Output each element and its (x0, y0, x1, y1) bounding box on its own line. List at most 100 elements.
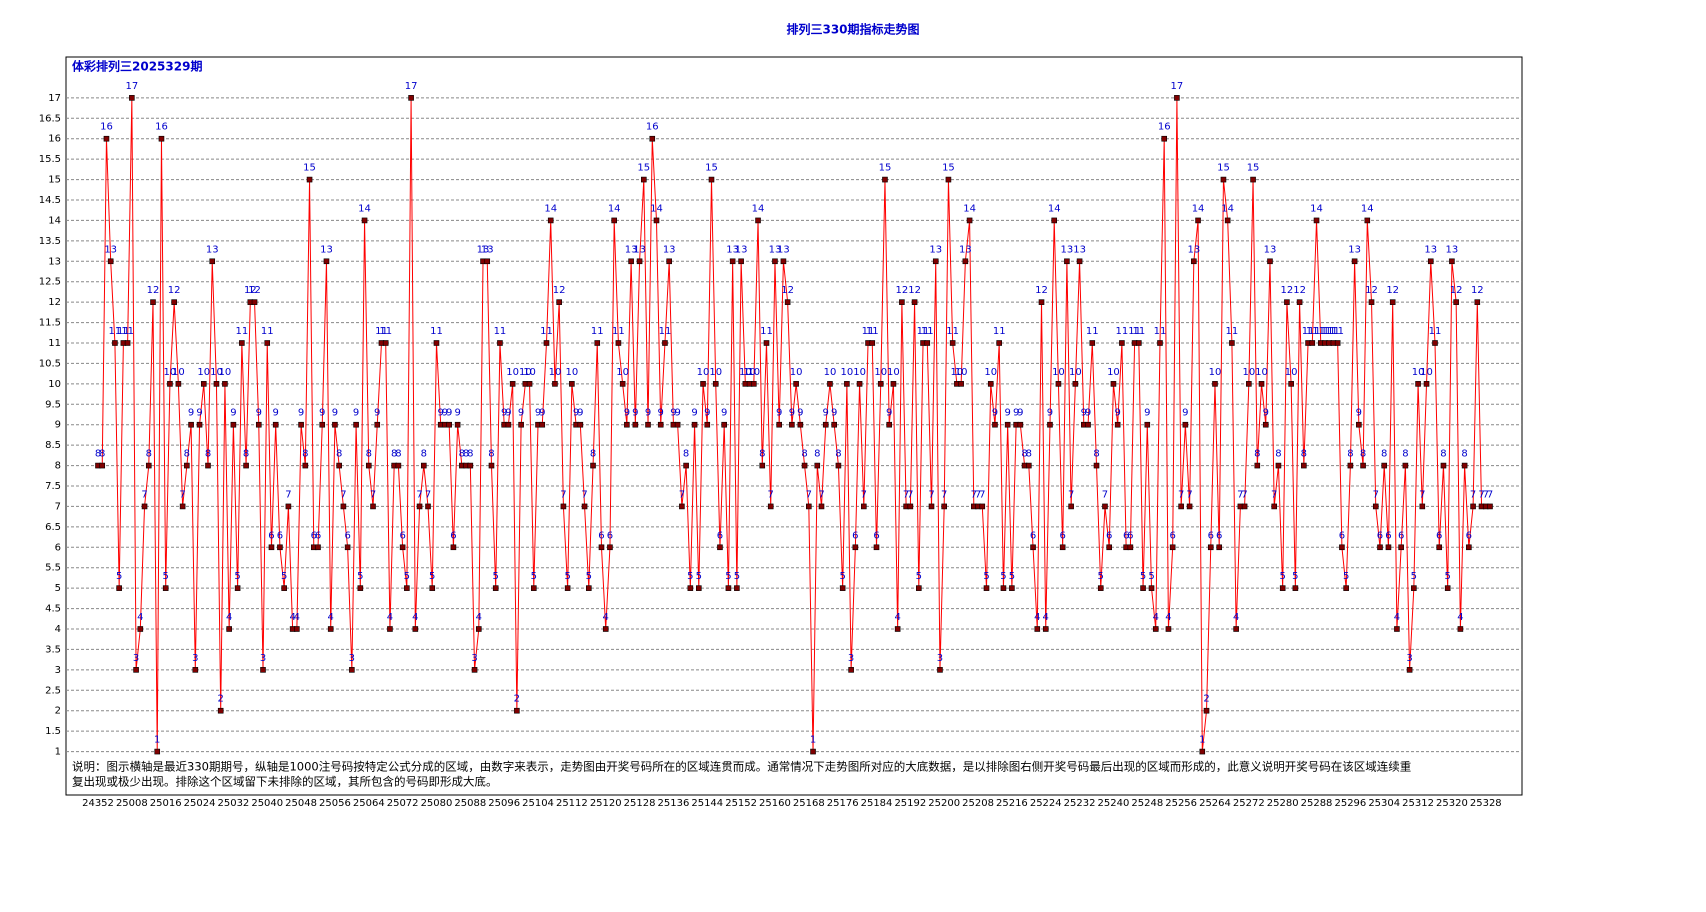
value-label: 10 (549, 367, 562, 378)
value-label: 12 (908, 285, 921, 296)
point-marker (150, 299, 156, 305)
value-label: 12 (1281, 285, 1294, 296)
y-tick-label: 2 (55, 706, 61, 717)
value-label: 8 (759, 449, 765, 460)
y-tick-label: 3 (55, 665, 61, 676)
value-label: 5 (1445, 571, 1451, 582)
value-label: 8 (1461, 449, 1467, 460)
value-label: 16 (1158, 122, 1171, 133)
point-marker (450, 544, 457, 551)
point-marker (666, 258, 672, 265)
x-tick-label: 25088 (454, 798, 486, 809)
x-tick-label: 25320 (1436, 798, 1468, 809)
value-label: 13 (1264, 244, 1277, 255)
point-marker (928, 503, 935, 510)
point-marker (179, 503, 186, 510)
point-marker (649, 135, 656, 142)
value-label: 9 (624, 408, 630, 419)
point-marker (1068, 503, 1074, 510)
point-marker (679, 503, 685, 510)
point-marker (797, 421, 804, 428)
point-marker (1432, 340, 1438, 346)
point-marker (628, 258, 634, 265)
point-marker (1017, 421, 1024, 428)
value-label: 6 (1123, 530, 1129, 541)
point-marker (662, 340, 668, 346)
value-label: 5 (1292, 571, 1298, 582)
point-marker (700, 381, 706, 387)
point-marker (497, 340, 503, 346)
value-label: 11 (993, 326, 1006, 337)
value-label: 8 (146, 449, 152, 460)
value-label: 4 (1394, 612, 1400, 623)
point-marker (1368, 299, 1375, 305)
value-label: 11 (109, 326, 122, 337)
x-tick-label: 25168 (793, 798, 825, 809)
value-label: 11 (921, 326, 934, 337)
value-label: 10 (874, 367, 887, 378)
value-label: 9 (823, 408, 829, 419)
value-label: 7 (179, 489, 185, 500)
value-label: 10 (1255, 367, 1268, 378)
value-label: 9 (505, 408, 511, 419)
point-marker (1423, 381, 1430, 387)
value-label: 8 (488, 449, 494, 460)
point-marker (162, 585, 169, 591)
point-marker (382, 340, 389, 346)
point-marker (530, 585, 537, 591)
value-label: 10 (841, 367, 854, 378)
value-label: 5 (586, 571, 592, 582)
value-label: 9 (518, 408, 524, 419)
value-label: 5 (493, 571, 499, 582)
value-label: 17 (1171, 81, 1184, 92)
value-label: 11 (1323, 326, 1336, 337)
y-tick-label: 7.5 (45, 481, 61, 492)
point-marker (1250, 176, 1256, 183)
point-marker (801, 462, 808, 469)
value-label: 10 (955, 367, 968, 378)
value-label: 14 (608, 203, 621, 214)
point-marker (1085, 421, 1091, 428)
point-marker (1258, 381, 1265, 387)
x-tick-label: 25024 (184, 798, 216, 809)
x-tick-label: 25120 (590, 798, 622, 809)
point-marker (1436, 544, 1443, 551)
value-label: 13 (477, 244, 490, 255)
value-label: 10 (790, 367, 803, 378)
x-tick-label: 25328 (1470, 798, 1502, 809)
point-marker (294, 626, 300, 632)
point-marker (839, 585, 846, 591)
value-label: 5 (983, 571, 989, 582)
point-marker (387, 626, 393, 632)
value-label: 5 (1098, 571, 1104, 582)
point-marker (1309, 340, 1316, 346)
point-marker (1233, 626, 1239, 632)
value-label: 9 (501, 408, 507, 419)
value-label: 12 (1386, 285, 1399, 296)
value-label: 9 (1114, 408, 1120, 419)
point-marker (99, 462, 106, 469)
point-marker (1411, 585, 1417, 591)
point-marker (1034, 626, 1041, 632)
y-tick-label: 8 (55, 461, 61, 472)
value-label: 8 (801, 449, 807, 460)
point-marker (806, 503, 812, 510)
point-marker (429, 585, 436, 591)
point-marker (526, 381, 533, 387)
point-marker (433, 340, 440, 346)
value-label: 9 (674, 408, 680, 419)
point-marker (251, 299, 258, 305)
point-marker (1351, 258, 1358, 265)
x-tick-label: 25248 (1131, 798, 1163, 809)
value-label: 5 (234, 571, 240, 582)
x-tick-label: 24352 (82, 798, 114, 809)
value-label: 9 (535, 408, 541, 419)
value-label: 8 (1347, 449, 1353, 460)
value-label: 9 (1263, 408, 1269, 419)
value-label: 13 (104, 244, 117, 255)
value-label: 9 (1356, 408, 1362, 419)
value-label: 7 (941, 489, 947, 500)
point-marker (264, 340, 271, 346)
point-marker (755, 217, 761, 224)
